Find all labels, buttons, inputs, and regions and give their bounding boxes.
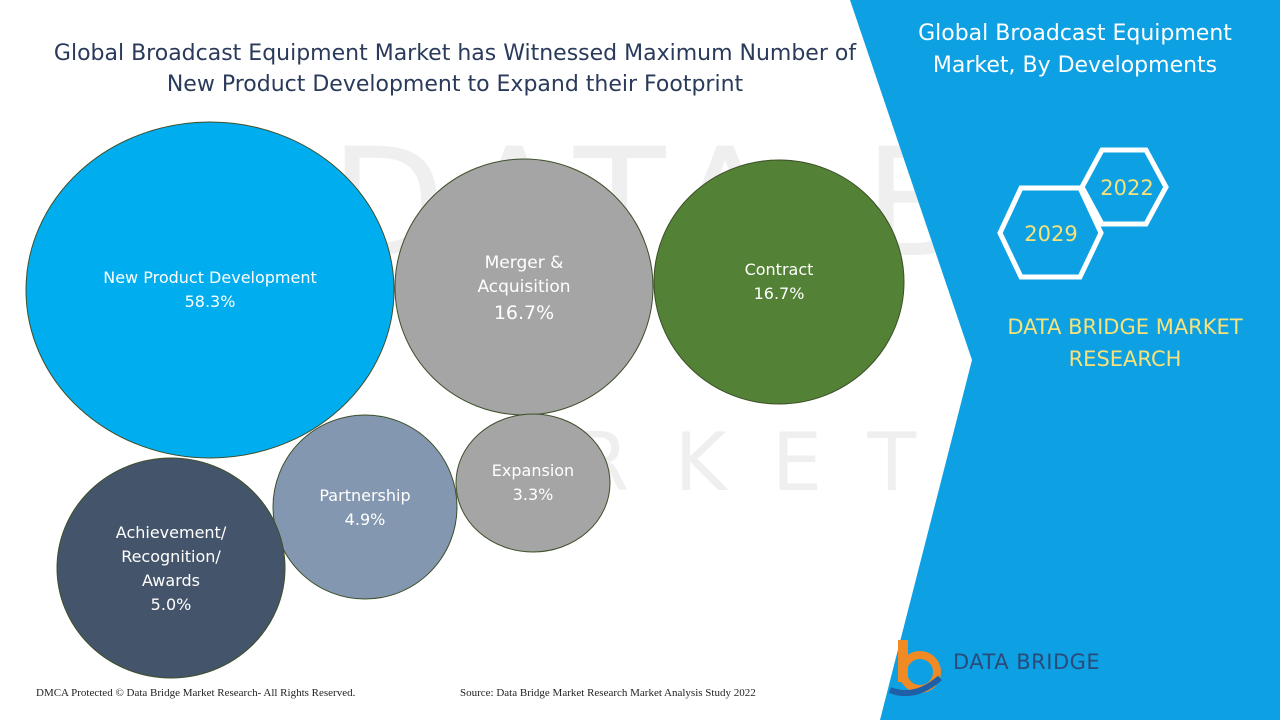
source-note: Source: Data Bridge Market Research Mark… — [460, 687, 756, 699]
bubble-label-4-0: Expansion — [492, 461, 574, 480]
bubble-3 — [272, 414, 458, 600]
chart-title-line1: Global Broadcast Equipment Market has Wi… — [53, 41, 857, 66]
side-panel-title-line2: Market, By Developments — [932, 53, 1218, 78]
brand-name-line1: DATA BRIDGE MARKET — [1007, 315, 1243, 339]
bubble-chart: New Product Development 58.3% Merger & Acqu… — [25, 121, 905, 679]
bubble-value-3: 4.9% — [345, 510, 386, 529]
copyright-notice: DMCA Protected © Data Bridge Market Rese… — [36, 687, 356, 699]
year-end: 2029 — [1024, 222, 1077, 246]
logo-text: DATA BRIDGE — [953, 650, 1101, 674]
bubble-label-0-0: New Product Development — [103, 268, 317, 287]
chart-title: Global Broadcast Equipment Market has Wi… — [40, 38, 870, 100]
bubble-label-2-0: Contract — [745, 260, 814, 279]
bubble-0 — [25, 121, 395, 459]
brand-name-line2: RESEARCH — [1068, 347, 1182, 371]
side-panel-title-line1: Global Broadcast Equipment — [918, 21, 1232, 46]
side-panel-title: Global Broadcast Equipment Market, By De… — [900, 18, 1250, 82]
chart-title-line2: New Product Development to Expand their … — [166, 72, 744, 97]
bubble-5 — [56, 457, 286, 679]
bubble-label-5-2: Awards — [142, 571, 200, 590]
bubble-label-3-0: Partnership — [319, 486, 410, 505]
bubble-label-5-0: Achievement/ — [116, 523, 227, 542]
side-panel-background — [850, 0, 1280, 720]
bubble-label-1-1: Acquisition — [477, 277, 570, 297]
bubble-2 — [653, 159, 905, 405]
bubble-label-1-0: Merger & — [485, 253, 564, 273]
bubble-value-5: 5.0% — [151, 595, 192, 614]
logo-icon — [888, 640, 942, 696]
bubble-4 — [455, 413, 611, 553]
bubble-value-0: 58.3% — [185, 292, 236, 311]
bubble-value-2: 16.7% — [754, 284, 805, 303]
brand-name: DATA BRIDGE MARKET RESEARCH — [975, 311, 1275, 375]
bubble-value-1: 16.7% — [494, 302, 554, 324]
hexagon-2029 — [997, 185, 1104, 280]
bubble-label-5-1: Recognition/ — [121, 547, 221, 566]
year-start: 2022 — [1100, 176, 1153, 200]
bubble-value-4: 3.3% — [513, 485, 554, 504]
